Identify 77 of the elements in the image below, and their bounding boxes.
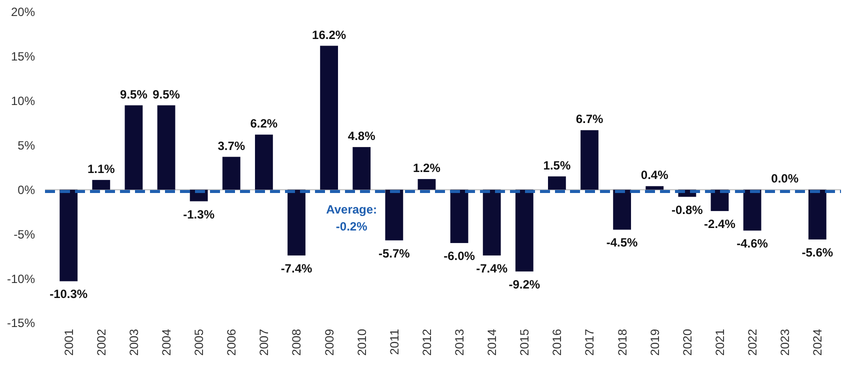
x-tick-label: 2009 [322,328,336,356]
x-tick-label: 2011 [387,328,402,355]
x-tick-label: 2004 [159,328,174,356]
y-tick-label: -5% [14,227,36,242]
x-tick-label: 2021 [712,328,727,356]
data-label: -4.6% [736,236,768,251]
x-tick-label: 2003 [126,328,141,356]
bar [515,190,534,272]
bar [808,190,826,240]
x-tick-label: 2012 [420,328,434,356]
x-tick-label: 2017 [582,328,597,356]
x-tick-label: 2015 [518,328,532,356]
data-label: 6.7% [576,112,604,126]
data-label: 4.8% [348,129,376,144]
y-tick-label: -10% [6,272,36,286]
data-label: -4.5% [606,236,638,250]
ref-line-label: Average: -0.2% [326,202,378,234]
bar [548,176,566,190]
data-label: -7.4% [280,261,312,276]
bar [482,190,501,256]
bar [254,134,273,190]
bar [124,105,143,190]
data-label: -5.6% [802,245,834,260]
x-tick-label: 2022 [745,328,760,356]
data-label: -5.7% [378,246,410,260]
data-label: 0.0% [771,172,799,186]
x-tick-label: 2018 [615,328,630,356]
y-tick-label: 10% [10,94,36,108]
bar [92,180,110,190]
x-tick-label: 2001 [62,328,76,356]
y-tick-label: 5% [18,138,36,152]
bar [288,190,306,256]
y-tick-label: 20% [10,5,36,20]
x-tick-label: 2014 [485,328,500,356]
data-label: -7.4% [476,261,508,276]
x-tick-label: 2002 [94,328,108,356]
y-tick-label: 15% [10,50,36,64]
x-tick-label: 2007 [257,328,272,356]
data-label: -9.2% [508,277,540,292]
y-tick-label: -15% [6,316,36,330]
bar [613,190,632,230]
x-tick-label: 2020 [680,328,694,356]
data-label: 1.2% [413,161,441,176]
bar [320,46,338,190]
bar [222,156,240,190]
bar [418,179,436,190]
bar [450,190,468,244]
x-tick-label: 2019 [648,328,662,356]
data-label: 3.7% [218,138,246,153]
x-tick-label: 2005 [192,328,206,356]
x-tick-label: 2016 [550,328,564,356]
bar [60,190,78,282]
data-label: 16.2% [312,28,346,42]
x-tick-label: 2006 [224,328,239,356]
bar [352,147,371,190]
x-tick-label: 2023 [778,328,792,356]
x-tick-label: 2010 [354,328,369,356]
data-label: 0.4% [640,168,669,182]
data-label: -6.0% [444,249,476,264]
x-tick-label: 2008 [290,328,304,356]
x-tick-label: 2024 [810,328,825,356]
y-tick-label: 0% [18,182,36,197]
data-label: -1.3% [183,207,215,222]
data-label: -0.8% [671,202,704,217]
bar [157,105,176,190]
data-label: 1.5% [543,158,571,172]
data-label: 6.2% [250,116,278,131]
x-tick-label: 2013 [452,328,466,356]
data-label: -10.3% [50,287,88,302]
data-label: -2.4% [704,217,736,232]
bar [743,190,762,231]
bar [385,190,404,240]
bar [646,186,664,190]
data-label: 9.5% [120,87,148,102]
data-label: 9.5% [152,87,180,102]
bar [580,130,598,190]
data-label: 1.1% [87,162,116,176]
